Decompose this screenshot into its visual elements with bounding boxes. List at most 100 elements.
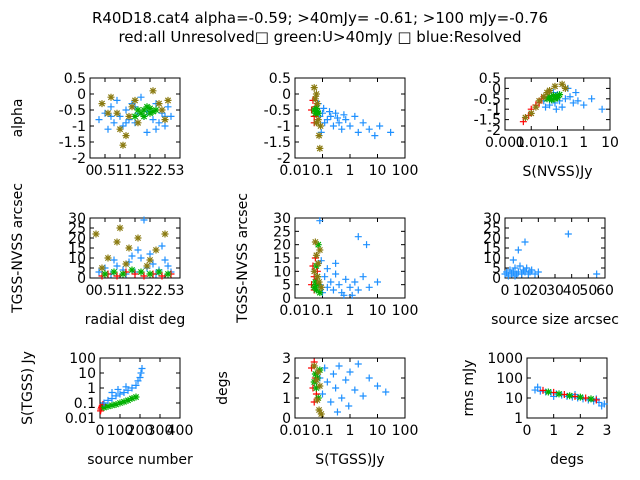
data-point-blue bbox=[516, 262, 524, 270]
x-tick-label: 0.1 bbox=[311, 423, 333, 439]
x-tick-label: 0.01 bbox=[279, 303, 310, 319]
data-point-blue bbox=[149, 260, 157, 268]
x-tick-label: 2 bbox=[576, 423, 585, 439]
data-point-olive bbox=[104, 109, 112, 117]
data-point-blue bbox=[345, 402, 353, 410]
data-point-blue bbox=[108, 389, 116, 397]
data-point-blue bbox=[511, 272, 519, 280]
data-point-green bbox=[146, 270, 154, 278]
data-point-blue bbox=[134, 246, 142, 254]
data-point-blue bbox=[128, 384, 136, 392]
data-point-blue bbox=[149, 116, 157, 124]
data-point-blue bbox=[351, 278, 359, 286]
data-point-blue bbox=[116, 112, 124, 120]
y-tick-label: 1 bbox=[514, 411, 523, 427]
data-point-blue bbox=[365, 283, 373, 291]
x-tick-label: 100 bbox=[392, 303, 419, 319]
data-point-blue bbox=[340, 291, 348, 299]
x-tick-label: 1 bbox=[116, 283, 125, 299]
y-tick-label: 0.01 bbox=[65, 411, 96, 427]
data-point-red bbox=[571, 392, 579, 400]
data-point-green bbox=[314, 241, 322, 249]
data-point-blue bbox=[588, 95, 596, 103]
data-point-green bbox=[110, 268, 118, 276]
data-point-green bbox=[576, 393, 584, 401]
data-point-blue bbox=[316, 217, 324, 225]
data-point-olive bbox=[535, 97, 543, 105]
x-tick-label: 0 bbox=[523, 423, 532, 439]
data-point-olive bbox=[317, 283, 325, 291]
y-tick-label: 0 bbox=[282, 411, 291, 427]
x-tick-label: 100 bbox=[392, 423, 419, 439]
y-tick-label: 0 bbox=[77, 271, 86, 287]
data-point-blue bbox=[323, 378, 331, 386]
data-point-blue bbox=[340, 111, 348, 119]
data-point-olive bbox=[532, 103, 540, 111]
data-point-blue bbox=[119, 122, 127, 130]
data-point-blue bbox=[323, 265, 331, 273]
data-point-blue bbox=[511, 264, 519, 272]
x-tick-label: 0.5 bbox=[94, 163, 116, 179]
data-point-olive bbox=[161, 230, 169, 238]
data-point-olive bbox=[146, 256, 154, 264]
data-point-blue bbox=[335, 281, 343, 289]
data-point-green bbox=[104, 402, 112, 410]
x-tick-label: 0.1 bbox=[546, 135, 568, 151]
data-point-blue bbox=[113, 96, 121, 104]
y-tick-label: 0.1 bbox=[74, 396, 96, 412]
data-point-blue bbox=[323, 283, 331, 291]
data-point-blue bbox=[598, 105, 606, 113]
data-point-olive bbox=[310, 267, 318, 275]
y-tick-label: 10 bbox=[505, 391, 523, 407]
data-point-green bbox=[316, 289, 324, 297]
y-tick-label: 1 bbox=[87, 381, 96, 397]
x-tick-label: 1 bbox=[116, 163, 125, 179]
x-tick-label: 0 bbox=[86, 283, 95, 299]
data-point-blue bbox=[158, 242, 166, 250]
data-point-olive bbox=[164, 96, 172, 104]
data-point-blue bbox=[574, 97, 582, 105]
data-point-red bbox=[131, 270, 139, 278]
data-point-blue bbox=[561, 95, 569, 103]
data-point-blue bbox=[365, 125, 373, 133]
data-point-olive bbox=[134, 119, 142, 127]
data-point-olive bbox=[316, 382, 324, 390]
data-point-olive bbox=[134, 234, 142, 242]
x-axis-label: source size arcsec bbox=[491, 312, 619, 328]
x-tick-label: 10 bbox=[369, 303, 387, 319]
data-point-blue bbox=[572, 89, 580, 97]
data-point-blue bbox=[137, 254, 145, 262]
y-tick-label: -0.5 bbox=[474, 92, 501, 108]
data-point-blue bbox=[363, 241, 371, 249]
data-point-red bbox=[582, 394, 590, 402]
data-point-olive bbox=[540, 93, 548, 101]
x-tick-label: 10 bbox=[601, 135, 619, 151]
data-point-blue bbox=[354, 128, 362, 136]
data-point-red bbox=[158, 272, 166, 280]
data-point-blue bbox=[136, 374, 144, 382]
data-point-blue bbox=[113, 262, 121, 270]
data-point-blue bbox=[164, 262, 172, 270]
plot-frame bbox=[526, 357, 608, 419]
panel-p8: 0.01 0.1 1 10 100 0 1 2 3 S(TGSS)Jy degs bbox=[215, 351, 418, 468]
data-point-olive bbox=[128, 103, 136, 111]
data-point-blue bbox=[354, 286, 362, 294]
data-point-blue bbox=[124, 386, 132, 394]
data-point-blue bbox=[335, 362, 343, 370]
data-point-olive bbox=[122, 132, 130, 140]
data-point-olive bbox=[158, 106, 166, 114]
data-point-green bbox=[120, 398, 128, 406]
y-axis-label: TGSS-NVSS arcsec bbox=[235, 193, 251, 324]
y-tick-label: 10 bbox=[68, 251, 86, 267]
data-point-blue bbox=[120, 389, 128, 397]
data-point-green bbox=[164, 270, 172, 278]
data-point-green bbox=[131, 112, 139, 120]
x-tick-label: 3 bbox=[603, 423, 612, 439]
x-tick-label: 0.001 bbox=[485, 135, 525, 151]
data-point-olive bbox=[558, 80, 566, 88]
data-point-green bbox=[587, 395, 595, 403]
data-point-olive bbox=[314, 368, 322, 376]
data-point-olive bbox=[313, 100, 321, 108]
